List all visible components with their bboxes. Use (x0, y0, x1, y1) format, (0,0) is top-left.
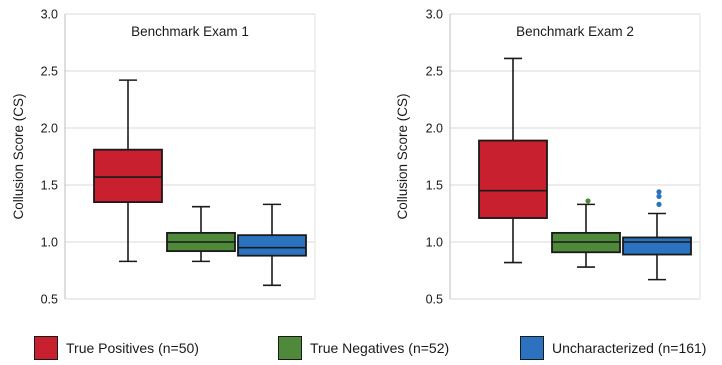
y-tick-label: 2.5 (41, 65, 58, 79)
legend-swatch-true-negatives (278, 336, 302, 360)
legend-swatch-true-positives (34, 336, 58, 360)
y-tick-label: 2.0 (41, 122, 58, 136)
legend-item-uncharacterized: Uncharacterized (n=161) (520, 335, 706, 361)
box-body (237, 234, 307, 257)
charts-canvas: 0.5 1.0 1.5 2.0 2.5 3.0 Benchmark Exam 1 Collus… (11, 8, 701, 307)
chart-panel-1: 0.5 1.0 1.5 2.0 2.5 3.0 Benchmark Exam 1 Collus… (11, 8, 316, 307)
outlier-point (585, 198, 591, 204)
box-uncharacterized (237, 203, 307, 287)
legend-swatch-uncharacterized (520, 336, 544, 360)
legend-label-true-positives: True Positives (n=50) (66, 340, 199, 356)
y-tick-label: 1.5 (41, 179, 58, 193)
box-body (478, 139, 548, 219)
box-true-negatives (166, 205, 236, 263)
legend-item-true-negatives: True Negatives (n=52) (278, 335, 449, 361)
y-tick-label: 0.5 (41, 293, 58, 307)
y-axis-label: Collusion Score (CS) (395, 93, 410, 219)
y-tick-label: 3.0 (426, 8, 443, 22)
box-true-negatives (551, 198, 621, 268)
box-body (622, 236, 692, 256)
y-tick-label: 2.0 (426, 122, 443, 136)
y-tick-label: 1.5 (426, 179, 443, 193)
y-axis-label: Collusion Score (CS) (11, 93, 26, 219)
legend-label-true-negatives: True Negatives (n=52) (310, 340, 450, 356)
y-tick-label: 1.0 (41, 236, 58, 250)
outlier-point (656, 201, 662, 207)
box-true-positives (93, 79, 163, 263)
outlier-point (656, 189, 662, 195)
box-uncharacterized (622, 189, 692, 281)
y-tick-label: 3.0 (41, 8, 58, 22)
legend-label-uncharacterized: Uncharacterized (n=161) (552, 340, 707, 356)
outlier-point (656, 193, 662, 199)
chart-title: Benchmark Exam 1 (131, 24, 249, 39)
chart-panel-2: 0.5 1.0 1.5 2.0 2.5 3.0 Benchmark Exam 2 Collus… (395, 8, 701, 307)
box-body (93, 148, 163, 204)
y-tick-label: 0.5 (426, 293, 443, 307)
box-true-positives (478, 57, 548, 264)
y-tick-label: 1.0 (426, 236, 443, 250)
y-tick-label: 2.5 (426, 65, 443, 79)
chart-title: Benchmark Exam 2 (516, 24, 634, 39)
legend-item-true-positives: True Positives (n=50) (34, 335, 199, 361)
